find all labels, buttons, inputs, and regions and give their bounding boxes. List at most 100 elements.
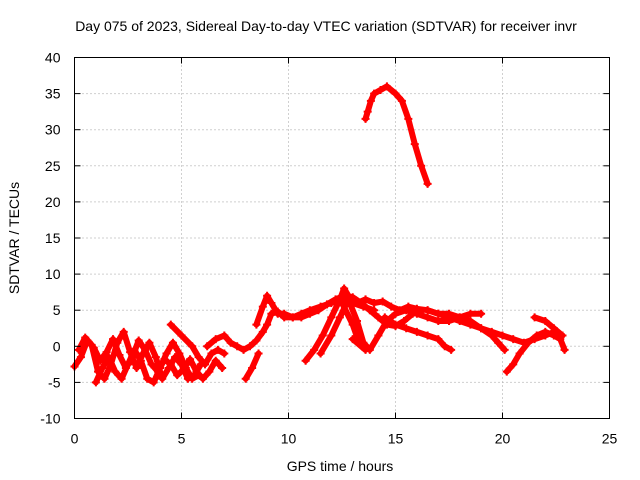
data-point — [340, 284, 349, 293]
data-point — [509, 360, 518, 369]
x-tick-label: 5 — [178, 431, 186, 447]
x-tick-label: 20 — [495, 431, 511, 447]
series-trace — [531, 314, 566, 339]
data-point — [168, 338, 177, 347]
data-point — [487, 331, 496, 340]
y-axis-label: SDTVAR / TECUs — [6, 182, 22, 294]
data-point — [541, 317, 550, 326]
data-point — [391, 320, 400, 329]
data-point — [149, 378, 158, 387]
series-arc-d — [166, 320, 229, 369]
series-arc-k — [380, 313, 456, 354]
data-point — [500, 345, 509, 354]
data-point — [100, 374, 109, 383]
data-point — [410, 140, 419, 149]
data-point — [104, 353, 113, 362]
series-arc-n — [530, 313, 567, 340]
data-point — [380, 313, 389, 322]
data-point — [477, 324, 486, 333]
data-point — [498, 331, 507, 340]
data-point — [509, 335, 518, 344]
data-point — [352, 298, 361, 307]
data-point — [494, 338, 503, 347]
tick-labels: 0 5 10 15 20 25 -10 -5 0 5 10 15 20 25 30 35 40 — [40, 50, 617, 447]
data-point — [134, 336, 143, 345]
y-tick-label: 20 — [45, 194, 61, 210]
data-point — [417, 161, 426, 170]
data-point — [366, 96, 375, 105]
series-arc-l — [423, 306, 509, 354]
data-point — [267, 298, 276, 307]
data-point — [310, 345, 319, 354]
data-point — [466, 309, 475, 318]
data-point — [365, 306, 374, 315]
data-point — [370, 298, 379, 307]
data-point — [361, 295, 370, 304]
y-tick-label: 15 — [45, 230, 61, 246]
data-point — [445, 317, 453, 326]
data-point — [162, 349, 171, 358]
data-point — [143, 374, 152, 383]
series-arc-c — [91, 338, 203, 387]
data-point — [423, 306, 432, 315]
data-point — [74, 345, 83, 354]
data-point — [151, 353, 160, 362]
data-point — [239, 345, 248, 354]
data-point — [327, 331, 336, 340]
chart-title: Day 075 of 2023, Sidereal Day-to-day VTE… — [75, 18, 577, 34]
data-point — [124, 360, 132, 369]
data-point — [136, 356, 145, 365]
data-point — [288, 313, 297, 322]
data-point — [391, 309, 400, 318]
data-point — [541, 327, 550, 336]
data-point — [440, 342, 449, 351]
data-point — [374, 331, 383, 340]
y-tick-label: 40 — [45, 50, 61, 66]
data-point — [138, 349, 147, 358]
data-point — [248, 363, 257, 372]
data-point — [466, 317, 475, 326]
x-axis-label: GPS time / hours — [287, 458, 394, 474]
series-arc-h — [301, 284, 567, 365]
data-point — [370, 89, 379, 98]
data-point — [314, 306, 323, 315]
data-point — [117, 374, 126, 383]
data-point — [344, 295, 353, 304]
data-point — [188, 374, 197, 383]
data-point — [173, 371, 182, 380]
data-point — [233, 342, 242, 351]
data-point — [361, 114, 370, 123]
y-tick-label: 25 — [45, 158, 61, 174]
data-point — [87, 340, 96, 349]
data-point — [305, 309, 314, 318]
data-point — [355, 338, 364, 347]
y-tick-label: 30 — [45, 122, 61, 138]
data-point — [132, 363, 141, 372]
data-point — [530, 313, 539, 322]
data-point — [397, 96, 406, 105]
y-tick-label: -5 — [48, 374, 61, 390]
data-point — [402, 324, 411, 333]
data-point — [549, 324, 558, 333]
data-point — [423, 313, 432, 322]
data-point — [98, 363, 107, 372]
data-point — [404, 114, 413, 123]
series-arc-i — [316, 295, 486, 358]
data-point — [147, 360, 156, 369]
data-point — [445, 309, 453, 318]
data-point — [327, 313, 336, 322]
data-point — [241, 374, 250, 383]
data-point — [391, 89, 400, 98]
data-point — [211, 356, 220, 365]
data-point — [423, 179, 432, 188]
data-point — [175, 349, 184, 358]
data-point — [198, 374, 207, 383]
data-point — [316, 349, 325, 358]
data-point — [156, 363, 165, 372]
data-point — [402, 306, 411, 315]
x-tick-label: 15 — [388, 431, 404, 447]
data-point — [280, 309, 289, 318]
data-point — [109, 335, 118, 344]
y-tick-label: 10 — [45, 266, 61, 282]
data-point — [387, 302, 396, 311]
